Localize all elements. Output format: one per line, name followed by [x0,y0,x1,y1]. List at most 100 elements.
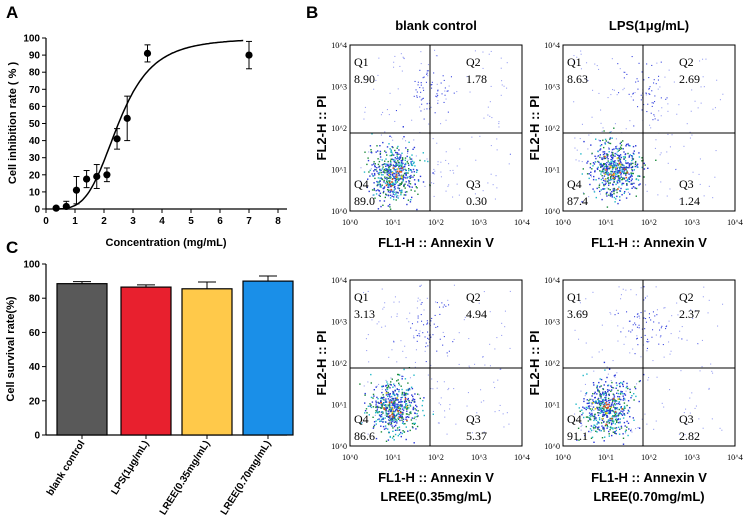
flow-dot-sparse [449,170,451,172]
flow-dot [376,180,378,183]
flow-dot [390,421,393,423]
flow-dot [606,156,608,158]
flow-dot [390,419,393,422]
flow-dot-sparse [668,69,670,71]
flow-dot [585,406,587,409]
flow-cytometry-panel: Q18.90Q21.78Q489.0Q30.3010^010^010^110^1… [314,18,743,504]
flow-dot [389,183,391,185]
flow-dot [614,419,617,421]
flow-dot [619,199,621,201]
flow-dot [628,178,631,180]
flow-dot [413,422,415,425]
flow-dot [378,411,380,413]
flow-dot [386,176,388,179]
flow-dot-sparse [669,389,671,391]
flow-dot [416,187,418,189]
flow-dot [619,418,621,420]
flow-dot-sparse [667,110,669,112]
flow-dot [602,398,604,401]
flow-dot-hot [618,162,621,165]
flow-dot-sparse [479,135,481,137]
flow-dot [399,168,401,170]
flow-dot [389,206,391,208]
flow-dot-hot [605,407,608,409]
flow-dot-hot [604,178,607,181]
flow-dot [586,173,589,175]
flow-quadrant-name: Q3 [466,412,481,426]
flow-dot [385,440,388,442]
flow-dot [595,400,597,402]
flow-dot-sparse [494,411,496,413]
flow-dot-q2 [437,89,439,91]
flow-dot [383,168,385,171]
flow-dot [387,186,389,188]
flow-x-tick-label: 10^3 [471,218,487,227]
flow-dot [383,163,386,165]
flow-dot [611,409,613,412]
flow-dot [617,157,619,159]
flow-dot [416,208,418,211]
flow-dot [615,387,617,389]
flow-x-tick-label: 10^4 [727,453,743,462]
flow-dot [394,407,396,409]
flow-dot [396,380,398,382]
flow-dot-sparse [368,151,370,153]
flow-dot [610,194,612,196]
flow-dot [610,390,612,392]
flow-dot [592,188,594,190]
flow-dot [608,368,611,370]
flow-dot-sparse [489,311,491,313]
flow-dot-sparse [712,108,714,110]
flow-dot [377,183,379,185]
flow-dot-q2 [651,64,653,66]
flow-dot [378,181,380,183]
flow-dot [634,161,637,164]
flow-dot [413,423,416,425]
flow-dot [378,165,381,167]
chart-a-x-tick-label: 3 [130,216,136,227]
flow-dot-sparse [580,53,582,55]
flow-dot [402,162,404,165]
flow-dot-q2 [652,329,654,331]
flow-plot-3: Q13.13Q24.94Q486.6Q35.3710^010^010^110^1… [314,276,530,504]
flow-dot [599,386,601,388]
flow-dot [401,375,403,378]
flow-dot [394,429,397,431]
flow-dot [394,185,396,188]
flow-dot [385,163,387,165]
flow-dot-sparse [581,123,583,125]
flow-dot [585,408,587,411]
flow-dot [612,404,615,406]
flow-dot [371,164,373,166]
flow-dot-sparse [657,88,659,90]
flow-dot-q2 [652,119,654,121]
flow-dot-sparse [408,321,410,323]
flow-dot-hot [617,398,620,400]
flow-dot [387,170,389,172]
flow-dot [417,415,419,417]
flow-dot [589,418,591,421]
flow-dot [391,153,394,155]
flow-dot [375,412,377,414]
flow-dot-hot [592,402,594,404]
flow-dot-q2 [643,286,645,288]
flow-dot [405,438,407,441]
flow-dot-q2 [634,322,636,324]
flow-dot-sparse [668,320,670,322]
flow-dot-sparse [584,383,586,385]
flow-dot [413,179,416,181]
flow-dot [401,181,403,183]
flow-dot [385,394,388,396]
flow-dot [586,416,589,418]
flow-quadrant-value: 4.94 [466,307,487,321]
flow-dot [632,152,635,154]
flow-dot [363,171,366,173]
flow-dot [611,434,613,437]
flow-dot [427,160,429,163]
flow-dot [613,396,616,398]
flow-dot-sparse [639,184,641,186]
flow-dot [384,177,386,180]
flow-dot [390,161,392,163]
flow-dot [599,395,601,397]
flow-dot-sparse [490,173,492,175]
